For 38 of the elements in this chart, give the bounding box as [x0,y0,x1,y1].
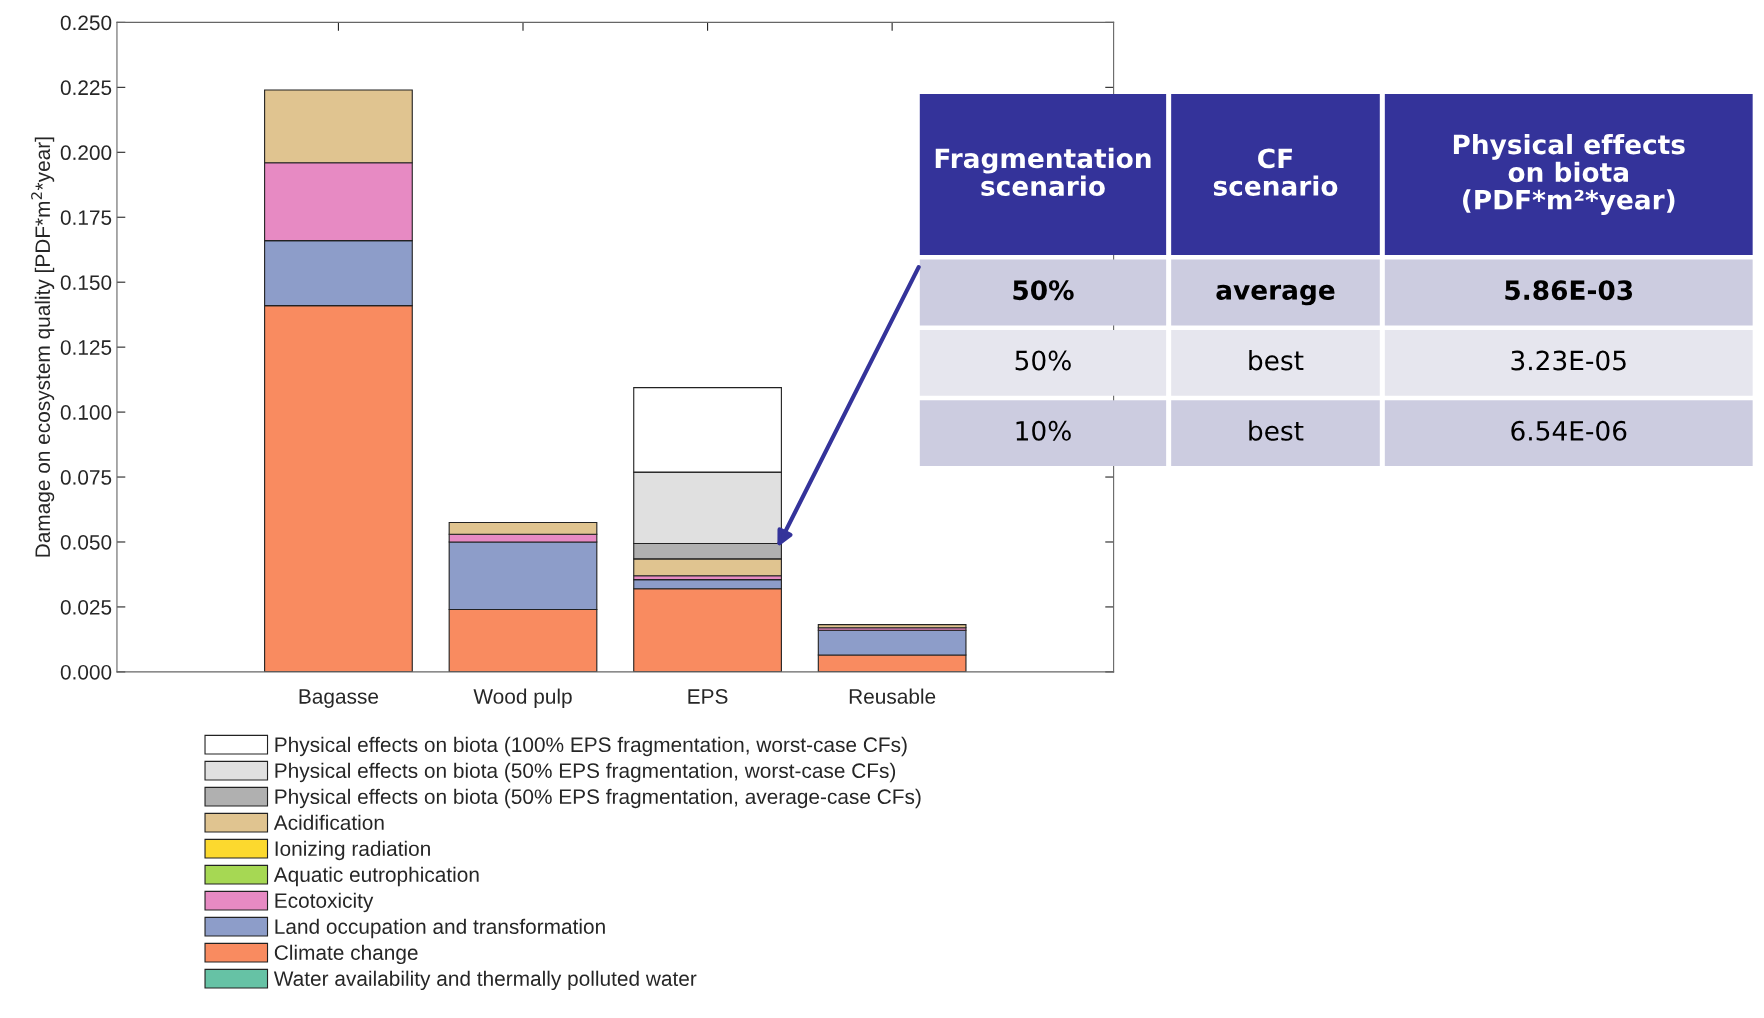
x-tick-label: Reusable [849,688,936,704]
y-tick-label: 0.025 [60,599,112,615]
y-tick-label: 0.100 [60,405,112,420]
legend-label: Physical effects on biota (50% EPS fragmentation, worst-case CFs) [275,762,896,783]
x-tick-label: Bagasse [299,689,379,708]
x-tick-label: Wood pulp [473,688,572,708]
legend-label: Acidification [273,814,384,831]
legend-label: Aquatic eutrophication [273,866,479,887]
y-tick-label: 0.125 [60,340,112,355]
text: average [1216,284,1335,306]
y-tick-label: 0.000 [60,664,112,680]
y-tick-label: 0.175 [60,210,112,225]
y-tick-label: 0.250 [60,15,112,31]
y-axis-title: Damage on ecosystem quality [PDF*m$^{2}$*year] [31,137,55,557]
annotation: Fragmentation scenario [935,147,1151,197]
y-tick-label: 0.075 [60,470,112,485]
annotation: 50% [1013,280,1074,301]
legend-label: Physical effects on biota (100% EPS fragmentation, worst-case CFs) [275,736,907,757]
y-tick-label: 0.050 [60,534,112,550]
legend-label: Land occupation and transformation [275,918,605,939]
text: 3.23E-05 [1511,350,1626,371]
legend-label: Ionizing radiation [275,840,430,861]
text: 5.86E-03 [1505,280,1633,301]
y-tick-label: 0.225 [60,80,112,96]
legend-label: Ecotoxicity [275,892,374,913]
x-tick-label: EPS [688,689,728,704]
legend-label: Climate change [274,944,418,965]
text: 6.54E-06 [1511,420,1627,441]
text: Physical effects on biota (PDF*m²*year) [1453,133,1685,216]
annotation: 10% [1016,420,1071,441]
y-tick-label: 0.150 [60,275,112,290]
legend-label: Water availability and thermally polluted water [273,970,697,991]
text: best [1249,350,1304,371]
y-tick-label: 0.200 [60,145,112,161]
text: best [1249,420,1304,441]
annotation: 50% [1015,350,1071,371]
text: CF scenario [1213,148,1338,196]
legend-label: Physical effects on biota (50% EPS fragmentation, average-case CFs) [275,788,921,809]
